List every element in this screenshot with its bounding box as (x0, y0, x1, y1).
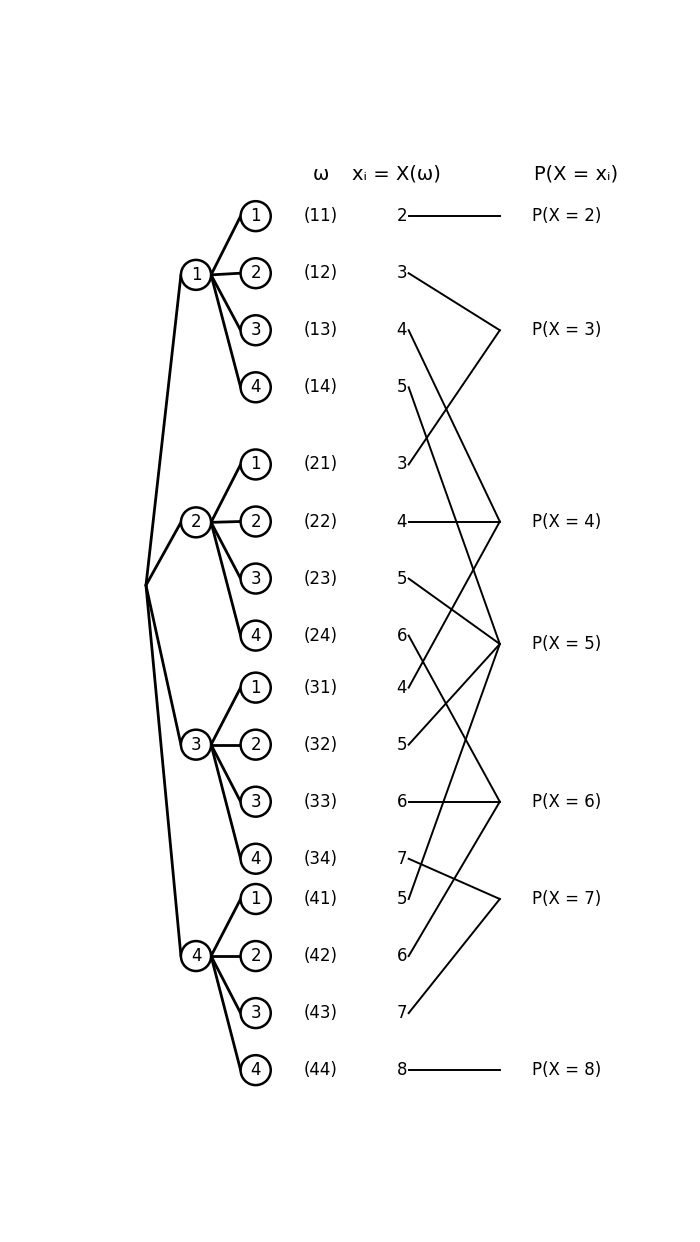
Ellipse shape (241, 1056, 271, 1086)
Ellipse shape (241, 843, 271, 873)
Ellipse shape (241, 201, 271, 231)
Text: 1: 1 (190, 266, 202, 284)
Text: (21): (21) (304, 456, 338, 473)
Text: 5: 5 (397, 570, 407, 587)
Text: 2: 2 (251, 265, 261, 282)
Text: xᵢ = X(ω): xᵢ = X(ω) (352, 165, 441, 184)
Text: (22): (22) (304, 513, 338, 530)
Text: 4: 4 (190, 948, 202, 965)
Text: 1: 1 (251, 456, 261, 473)
Ellipse shape (181, 508, 211, 538)
Ellipse shape (181, 730, 211, 760)
Text: (12): (12) (304, 265, 338, 282)
Text: 3: 3 (251, 322, 261, 339)
Text: (33): (33) (304, 792, 338, 811)
Text: (41): (41) (304, 891, 338, 908)
Ellipse shape (241, 673, 271, 703)
Text: 4: 4 (397, 678, 407, 697)
Ellipse shape (181, 260, 211, 289)
Text: P(X = 3): P(X = 3) (532, 322, 602, 339)
Text: 6: 6 (397, 948, 407, 965)
Text: 5: 5 (397, 735, 407, 754)
Text: 6: 6 (397, 627, 407, 645)
Ellipse shape (241, 564, 271, 594)
Text: P(X = 6): P(X = 6) (532, 792, 601, 811)
Text: 5: 5 (397, 379, 407, 396)
Text: (43): (43) (304, 1004, 338, 1022)
Text: 2: 2 (397, 207, 407, 225)
Ellipse shape (241, 884, 271, 914)
Ellipse shape (241, 315, 271, 345)
Text: P(X = 2): P(X = 2) (532, 207, 602, 225)
Text: 3: 3 (190, 735, 202, 754)
Ellipse shape (241, 999, 271, 1028)
Text: (32): (32) (304, 735, 338, 754)
Ellipse shape (241, 941, 271, 971)
Text: 3: 3 (397, 456, 407, 473)
Text: 4: 4 (251, 379, 261, 396)
Text: 3: 3 (251, 570, 261, 587)
Text: P(X = 5): P(X = 5) (532, 635, 601, 653)
Ellipse shape (241, 450, 271, 479)
Ellipse shape (241, 373, 271, 402)
Text: 2: 2 (251, 735, 261, 754)
Text: P(X = 7): P(X = 7) (532, 891, 601, 908)
Text: (34): (34) (304, 850, 338, 868)
Text: (11): (11) (304, 207, 338, 225)
Text: 4: 4 (251, 1061, 261, 1079)
Ellipse shape (241, 507, 271, 537)
Text: 4: 4 (397, 322, 407, 339)
Text: P(X = 8): P(X = 8) (532, 1061, 601, 1079)
Ellipse shape (181, 941, 211, 971)
Text: 7: 7 (397, 1004, 407, 1022)
Text: 8: 8 (397, 1061, 407, 1079)
Text: 2: 2 (251, 513, 261, 530)
Text: 4: 4 (251, 627, 261, 645)
Text: 3: 3 (397, 265, 407, 282)
Text: (44): (44) (304, 1061, 337, 1079)
Text: 4: 4 (397, 513, 407, 530)
Text: P(X = 4): P(X = 4) (532, 513, 601, 530)
Text: 3: 3 (251, 1004, 261, 1022)
Text: 2: 2 (251, 948, 261, 965)
Text: ω: ω (313, 165, 329, 184)
Text: 4: 4 (251, 850, 261, 868)
Text: 1: 1 (251, 891, 261, 908)
Text: (31): (31) (304, 678, 338, 697)
Ellipse shape (241, 786, 271, 817)
Text: 7: 7 (397, 850, 407, 868)
Text: P(X = xᵢ): P(X = xᵢ) (533, 165, 618, 184)
Text: (14): (14) (304, 379, 338, 396)
Text: 5: 5 (397, 891, 407, 908)
Text: 3: 3 (251, 792, 261, 811)
Text: 6: 6 (397, 792, 407, 811)
Text: (24): (24) (304, 627, 338, 645)
Ellipse shape (241, 621, 271, 651)
Ellipse shape (241, 258, 271, 288)
Text: 2: 2 (190, 513, 202, 532)
Text: 1: 1 (251, 678, 261, 697)
Text: (42): (42) (304, 948, 338, 965)
Ellipse shape (241, 730, 271, 760)
Text: 1: 1 (251, 207, 261, 225)
Text: (13): (13) (304, 322, 338, 339)
Text: (23): (23) (304, 570, 338, 587)
